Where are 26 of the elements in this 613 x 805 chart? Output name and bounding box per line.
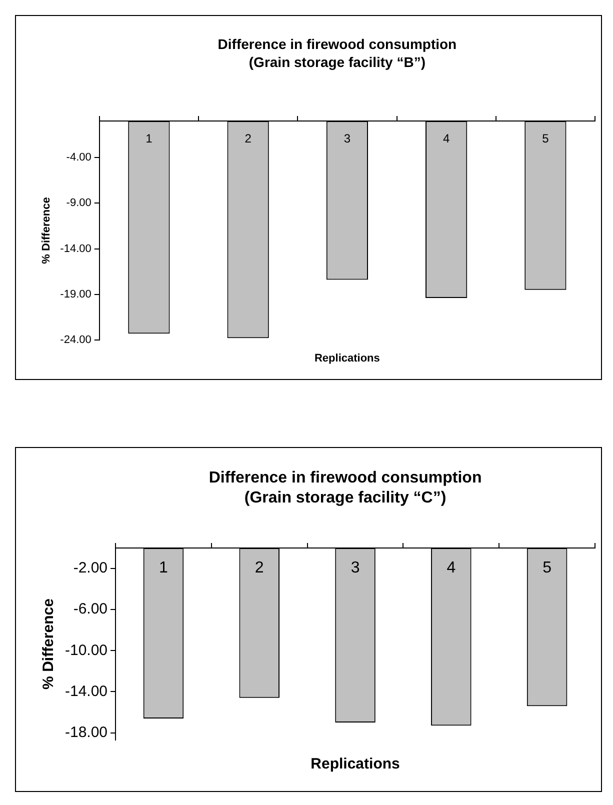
- y-tick-label: -14.00: [60, 242, 92, 255]
- x-axis-title: Replications: [310, 756, 400, 773]
- y-tick-label: -18.00: [64, 724, 108, 741]
- chart-title: Difference in firewood consumption (Grain storage facility “C”): [208, 469, 482, 506]
- x-tick-label: 4: [442, 131, 450, 146]
- y-tick-label: -9.00: [66, 197, 92, 210]
- x-tick-label: 3: [350, 559, 360, 576]
- x-axis-title: Replications: [314, 352, 380, 365]
- x-tick-label: 3: [344, 131, 351, 146]
- chart-title: Difference in firewood consumption (Grain storage facility “B”): [218, 36, 457, 70]
- x-tick-label: 4: [446, 559, 456, 576]
- x-tick-label: 2: [244, 131, 252, 146]
- y-tick-label: -19.00: [60, 288, 92, 300]
- x-tick-label: 1: [146, 131, 153, 146]
- y-tick-label: -10.00: [64, 642, 108, 659]
- y-tick-label: -6.00: [73, 600, 108, 618]
- x-tick-label: 1: [159, 559, 168, 576]
- y-axis-title: % Difference: [40, 197, 53, 264]
- y-tick-label: -14.00: [64, 682, 108, 700]
- y-tick-label: -24.00: [60, 334, 92, 346]
- y-tick-label: -4.00: [66, 152, 92, 164]
- x-tick-label: 2: [254, 559, 264, 576]
- x-tick-label: 5: [542, 559, 552, 576]
- y-axis-title: % Difference: [40, 598, 58, 690]
- x-tick-label: 5: [542, 131, 550, 146]
- y-tick-label: -2.00: [73, 560, 108, 577]
